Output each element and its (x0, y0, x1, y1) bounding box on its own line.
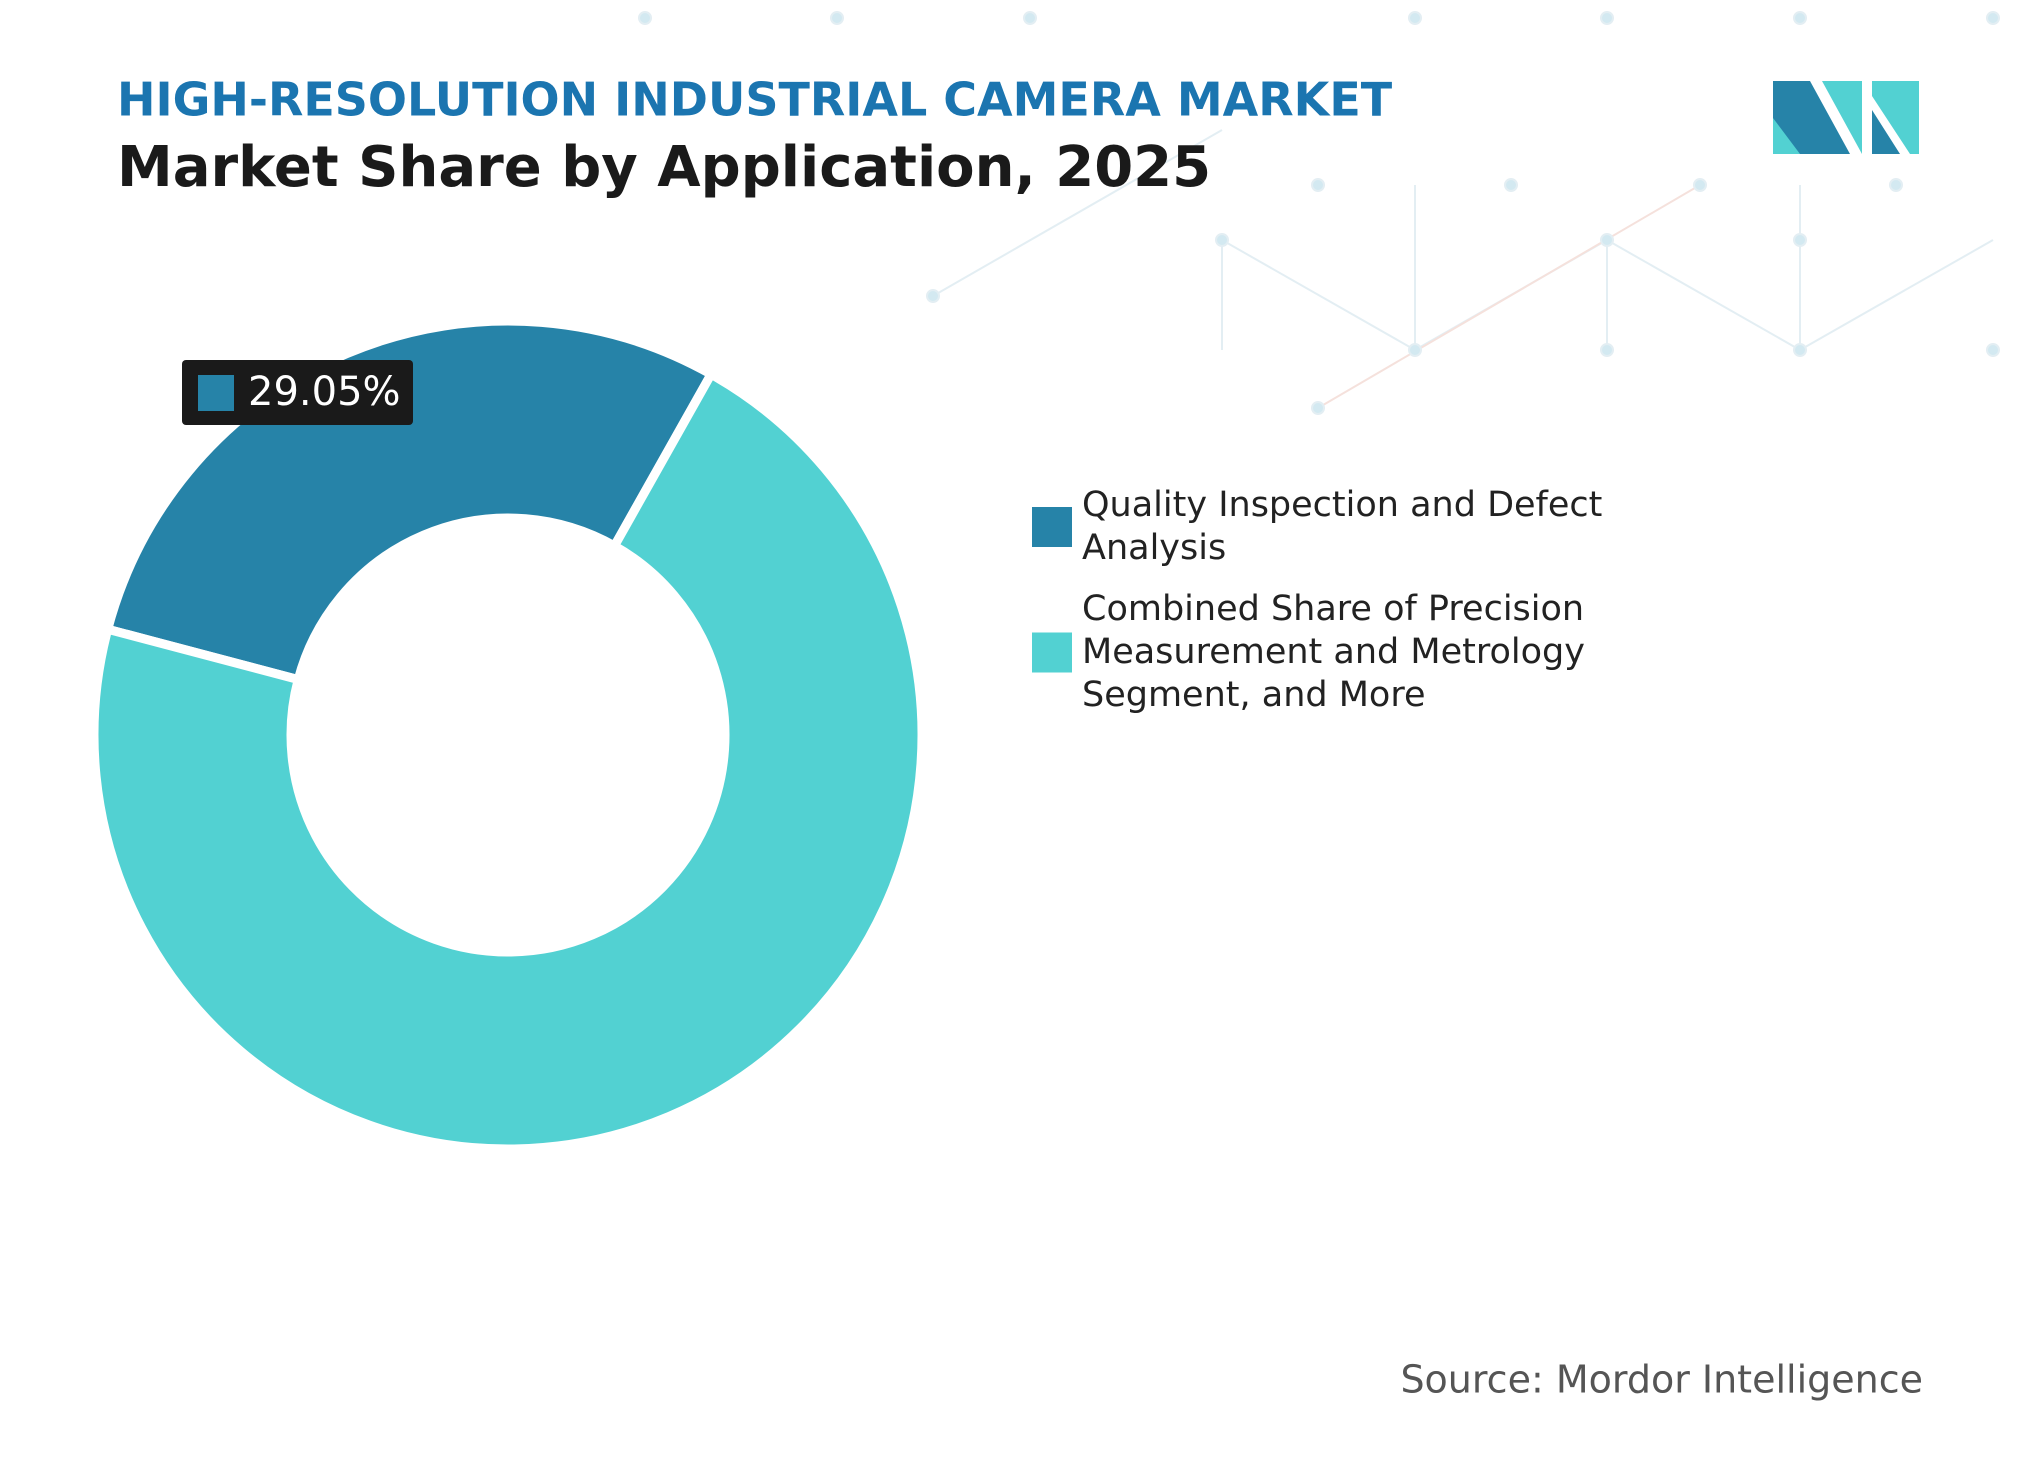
legend-label: Combined Share of Precision Measurement … (1082, 589, 1585, 715)
source: Source: Mordor Intelligence (1400, 1358, 1923, 1402)
donut-slice (89, 368, 927, 1154)
logo (1773, 81, 1919, 154)
legend-label: Quality Inspection and Defect Analysis (1082, 485, 1603, 568)
legend-swatch (1032, 507, 1072, 547)
chart-title: HIGH-RESOLUTION INDUSTRIAL CAMERA MARKET (117, 73, 1393, 127)
data-label: 29.05% (248, 369, 401, 415)
legend-swatch (1032, 632, 1072, 673)
background-pattern (638, 11, 2000, 415)
label-swatch (198, 375, 234, 411)
label-box (182, 360, 413, 425)
chart-subtitle: Market Share by Application, 2025 (117, 135, 1211, 200)
